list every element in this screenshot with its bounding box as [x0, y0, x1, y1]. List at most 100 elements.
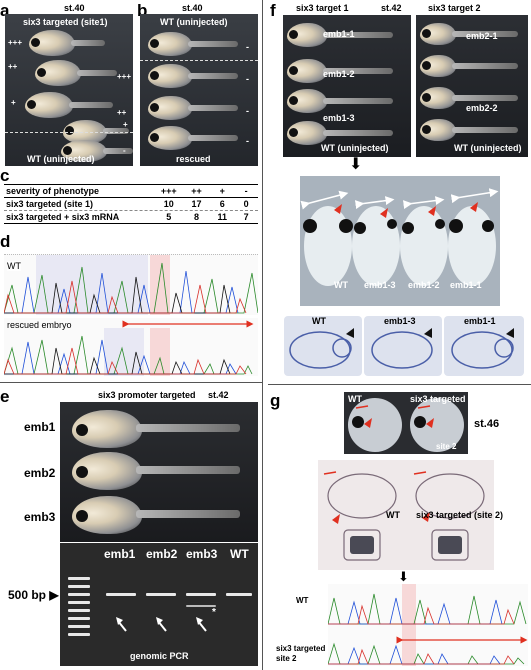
rescued-label: rescued embryo	[7, 320, 72, 330]
chrom-targeted-line1: six3 targeted	[276, 644, 326, 653]
table-cell: 10	[163, 199, 174, 209]
panel-g-stage: st.46	[474, 418, 500, 430]
embryo-label: emb1	[24, 420, 56, 434]
gel-caption: genomic PCR	[130, 651, 189, 661]
panel-f-sections: WT emb1-3 emb1-1	[284, 316, 524, 376]
vertical-divider	[262, 0, 263, 670]
score: -	[246, 106, 249, 116]
embryo-label: emb1-2	[323, 69, 355, 79]
panel-e-stage: st.42	[208, 390, 229, 400]
horizontal-divider	[0, 382, 262, 383]
embryo-label: emb2-2	[466, 103, 498, 113]
wt-label: WT (uninjected)	[454, 143, 522, 153]
panel-g-chromatograms	[328, 584, 528, 666]
horizontal-divider-right	[268, 384, 531, 385]
panel-f-heads-photo: WT emb1-3 emb1-2 emb1-1	[300, 176, 500, 306]
panel-c-label: c	[0, 166, 10, 185]
embryo	[61, 140, 107, 162]
score: -	[246, 42, 249, 52]
chrom-targeted-label: six3 targeted site 2	[276, 644, 325, 664]
wt-label: WT (uninjected)	[27, 154, 95, 164]
gel-lane: emb1	[104, 547, 136, 561]
panel-a-label: a	[0, 1, 10, 20]
section-label: WT	[386, 510, 400, 520]
down-arrow-icon: ⬇	[349, 156, 363, 173]
site-label: site 2	[436, 442, 457, 451]
score: -	[246, 74, 249, 84]
panel-d-label: d	[0, 232, 11, 251]
wt-label: WT	[348, 394, 362, 404]
table-cell: six3 targeted (site 1)	[6, 199, 94, 209]
table-header: -	[244, 186, 248, 196]
panel-f-right-photo: emb2-1 emb2-2 WT (uninjected)	[416, 15, 528, 157]
score: -	[123, 146, 126, 155]
table-cell: 8	[193, 212, 199, 222]
rescued-label: rescued	[176, 154, 211, 164]
panel-b-label: b	[137, 1, 148, 20]
gel-lane: emb2	[146, 547, 178, 561]
head-label: WT	[334, 280, 348, 290]
section-label: WT	[312, 316, 326, 326]
chromatogram-wt: WT	[4, 254, 258, 315]
asterisk: *	[212, 607, 216, 618]
table-cell: 11	[217, 212, 228, 222]
score: +++	[117, 72, 132, 81]
score: -	[246, 136, 249, 146]
embryo-label: emb1-3	[323, 113, 355, 123]
score: +++	[8, 38, 23, 47]
panel-f-left-photo: emb1-1 emb1-2 emb1-3 WT (uninjected)	[283, 15, 411, 157]
head-label: emb1-2	[408, 280, 440, 290]
section-label: emb1-3	[384, 316, 416, 326]
chrom-wt-label: WT	[296, 596, 309, 605]
section-label: six3 targeted (site 2)	[416, 510, 504, 520]
panel-g-heads-photo: WT six3 targeted site 2	[344, 392, 468, 454]
gel-lane: WT	[230, 547, 249, 561]
table-cell: 6	[219, 199, 225, 209]
panel-b-stage: st.40	[182, 3, 203, 13]
marker-arrow-icon: ▶	[49, 588, 59, 602]
embryo-label: emb1-1	[323, 29, 355, 39]
table-header: +++	[160, 186, 177, 196]
severity-table: severity of phenotype +++ ++ + - six3 ta…	[4, 184, 258, 224]
panel-f-right-title: six3 target 2	[428, 3, 481, 13]
panel-a-title: six3 targeted (site1)	[23, 17, 108, 27]
table-header: ++	[191, 186, 202, 196]
head-label: emb1-3	[364, 280, 396, 290]
table-header: +	[219, 186, 225, 196]
gel-image: emb1 emb2 emb3 WT * genomic PCR	[60, 543, 258, 666]
panel-e-title-text: six3 promoter targeted	[98, 390, 196, 400]
table-header: severity of phenotype	[6, 186, 100, 196]
table-row: six3 targeted (site 1) 10 17 6 0	[4, 198, 258, 211]
down-arrow-icon: ⬇	[398, 569, 409, 584]
wt-label: WT (uninjected)	[321, 143, 389, 153]
embryo-label: emb2-1	[466, 31, 498, 41]
panel-e-label: e	[0, 387, 10, 406]
table-cell: 0	[243, 199, 249, 209]
panel-f-stage: st.42	[381, 3, 402, 13]
score: ++	[117, 108, 127, 117]
panel-e-embryo-photo	[60, 402, 258, 542]
targeted-label: six3 targeted	[410, 394, 466, 404]
table-cell: six3 targeted + six3 mRNA	[6, 212, 120, 222]
score: ++	[8, 62, 18, 71]
panel-f-left-title: six3 target 1	[296, 3, 349, 13]
embryo-label: emb2	[24, 466, 56, 480]
wt-label: WT	[7, 261, 21, 271]
score: +	[123, 120, 128, 129]
gel-lane: emb3	[186, 547, 218, 561]
panel-b-photo: WT (uninjected) - - - - rescued	[140, 14, 258, 166]
table-cell: 7	[243, 212, 249, 222]
section-label: emb1-1	[464, 316, 496, 326]
chrom-targeted-line2: site 2	[276, 654, 297, 663]
embryo-label: emb3	[24, 510, 56, 524]
panel-g-label: g	[270, 391, 281, 410]
panel-a-photo: six3 targeted (site1) +++ ++ + +++ ++ + …	[5, 14, 133, 166]
panel-b-title: WT (uninjected)	[160, 17, 228, 27]
panel-e-title: six3 promoter targeted st.42	[98, 390, 229, 400]
chromatogram-rescued: rescued embryo	[4, 318, 258, 376]
marker-label: 500 bp ▶	[8, 588, 59, 602]
panel-a-stage: st.40	[64, 3, 85, 13]
table-cell: 17	[191, 199, 202, 209]
panel-f-label: f	[270, 1, 276, 20]
panel-g-sections: WT six3 targeted (site 2)	[318, 460, 503, 570]
